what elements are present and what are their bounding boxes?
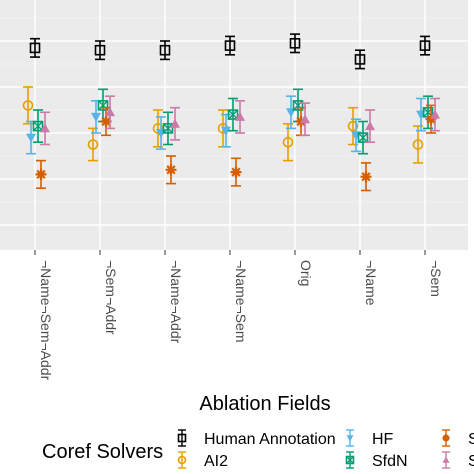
x-axis-title: Ablation Fields	[199, 393, 330, 415]
x-tick-label-3: ¬Name¬Sem	[233, 260, 249, 342]
point-1-1	[87, 139, 99, 150]
point-4-1	[100, 116, 112, 127]
legend-label-1: AI2	[204, 453, 228, 470]
point-0-4	[289, 37, 301, 49]
plot-panel	[0, 0, 468, 250]
legend-label-2: HF	[372, 431, 394, 448]
legend-key-3	[345, 455, 355, 465]
x-tick-label-1: ¬Sem¬Addr	[103, 260, 119, 335]
point-4-0	[35, 168, 47, 180]
point-2-1	[91, 112, 101, 122]
legend-key-4	[442, 434, 450, 442]
point-5-0	[40, 123, 50, 133]
legend-label-5: Sfd	[468, 453, 474, 470]
legend-key-2	[346, 435, 354, 442]
point-0-6	[419, 40, 431, 51]
series-5	[40, 95, 440, 146]
legend-key-0	[177, 433, 187, 443]
legend-key-1	[177, 455, 187, 465]
x-axis-ticks: ¬Name¬Sem¬Addr ¬Sem¬Addr ¬Name¬Addr ¬Name¬S…	[34, 250, 444, 381]
point-2-0	[26, 133, 36, 143]
series-0	[29, 33, 431, 70]
point-0-0	[29, 42, 41, 54]
point-4-2	[165, 164, 177, 176]
point-1-2	[152, 123, 164, 134]
point-5-2	[170, 118, 180, 128]
point-0-2	[159, 44, 171, 56]
point-1-0	[22, 100, 34, 111]
chart-marks	[22, 33, 440, 192]
legend-item-0: Human Annotation	[177, 429, 336, 448]
legend-label-4: Sfd	[468, 431, 474, 448]
point-1-5	[347, 120, 359, 132]
legend-label-3: SfdN	[372, 453, 408, 470]
point-5-3	[235, 111, 245, 121]
point-5-6	[430, 109, 440, 119]
legend-label-0: Human Annotation	[204, 431, 336, 448]
legend: Coref Solvers Human Annotation AI2 HF SfdN S…	[42, 429, 474, 470]
point-4-5	[360, 171, 372, 183]
x-tick-label-0: ¬Name¬Sem¬Addr	[38, 260, 54, 381]
point-5-4	[300, 114, 310, 124]
x-tick-label-6: ¬Sem	[428, 260, 444, 297]
point-0-5	[354, 54, 366, 65]
legend-item-1: AI2	[177, 451, 228, 470]
point-3-5	[357, 132, 369, 143]
legend-key-5	[442, 456, 450, 463]
point-0-1	[94, 44, 106, 56]
legend-title: Coref Solvers	[42, 441, 163, 463]
x-tick-label-4: Orig	[298, 260, 314, 286]
legend-item-3: SfdN	[345, 451, 408, 470]
point-3-2	[162, 123, 174, 134]
point-5-1	[105, 107, 115, 117]
x-tick-label-5: ¬Name	[363, 260, 379, 306]
point-2-3	[221, 126, 231, 136]
point-3-3	[227, 109, 239, 120]
point-1-6	[412, 139, 424, 150]
legend-item-2: HF	[346, 429, 394, 448]
legend-item-5: Sfd	[442, 451, 474, 470]
point-1-4	[282, 136, 294, 148]
point-0-3	[224, 40, 236, 51]
point-5-5	[365, 121, 375, 131]
point-4-6	[425, 113, 437, 125]
point-4-3	[230, 166, 242, 178]
legend-item-4: Sfd	[442, 429, 474, 448]
x-tick-label-2: ¬Name¬Addr	[168, 260, 184, 344]
point-3-0	[32, 120, 44, 132]
